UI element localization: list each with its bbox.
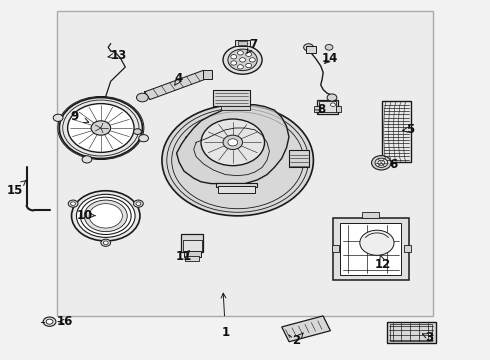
- Circle shape: [72, 191, 140, 241]
- Bar: [185, 256, 199, 261]
- Circle shape: [249, 58, 255, 62]
- Circle shape: [43, 317, 56, 326]
- Circle shape: [201, 119, 265, 166]
- Text: 6: 6: [389, 158, 397, 171]
- Bar: [390, 324, 432, 341]
- Circle shape: [245, 63, 251, 68]
- Bar: [220, 106, 250, 110]
- Circle shape: [68, 200, 78, 207]
- FancyArrowPatch shape: [311, 323, 316, 331]
- Circle shape: [133, 200, 143, 207]
- Circle shape: [134, 129, 142, 134]
- Circle shape: [378, 160, 385, 165]
- Text: 14: 14: [321, 52, 338, 65]
- Bar: [362, 212, 379, 218]
- Circle shape: [231, 61, 237, 65]
- Circle shape: [84, 200, 127, 231]
- Bar: [404, 244, 411, 252]
- Bar: [387, 321, 436, 343]
- FancyArrowPatch shape: [305, 324, 309, 333]
- Bar: [340, 223, 401, 275]
- Bar: [289, 149, 309, 167]
- Bar: [336, 107, 341, 112]
- Text: 16: 16: [57, 315, 74, 328]
- Circle shape: [325, 44, 333, 50]
- Bar: [218, 186, 255, 193]
- Circle shape: [228, 49, 257, 71]
- Circle shape: [231, 55, 237, 59]
- Circle shape: [360, 230, 394, 255]
- Circle shape: [91, 121, 111, 135]
- Bar: [306, 46, 316, 53]
- Text: 4: 4: [175, 72, 183, 85]
- Circle shape: [238, 65, 244, 69]
- Bar: [318, 100, 338, 114]
- Circle shape: [71, 202, 75, 206]
- Text: 5: 5: [403, 123, 414, 136]
- Text: 3: 3: [422, 330, 434, 343]
- Circle shape: [137, 93, 148, 102]
- Bar: [213, 90, 250, 107]
- Bar: [184, 251, 201, 257]
- Circle shape: [375, 158, 388, 167]
- Circle shape: [89, 204, 122, 228]
- Text: 12: 12: [375, 255, 392, 271]
- Bar: [332, 244, 339, 252]
- FancyArrowPatch shape: [286, 329, 290, 338]
- Bar: [282, 316, 330, 342]
- Text: 9: 9: [71, 110, 89, 123]
- FancyArrowPatch shape: [298, 326, 303, 334]
- Bar: [314, 107, 319, 112]
- Circle shape: [82, 156, 92, 163]
- Polygon shape: [176, 105, 289, 184]
- Circle shape: [139, 135, 148, 142]
- Circle shape: [240, 58, 245, 62]
- Text: 8: 8: [316, 103, 325, 116]
- Circle shape: [371, 156, 391, 170]
- Text: 10: 10: [76, 209, 96, 222]
- Text: 11: 11: [175, 250, 192, 263]
- Circle shape: [238, 51, 244, 55]
- Bar: [235, 40, 250, 46]
- FancyBboxPatch shape: [57, 12, 433, 316]
- Circle shape: [53, 114, 63, 121]
- Circle shape: [223, 135, 243, 149]
- FancyArrowPatch shape: [292, 328, 296, 336]
- Text: 1: 1: [221, 293, 229, 338]
- Circle shape: [228, 139, 238, 146]
- Circle shape: [245, 52, 251, 57]
- Bar: [183, 240, 202, 251]
- Circle shape: [331, 103, 335, 107]
- Circle shape: [68, 104, 134, 152]
- Circle shape: [46, 319, 53, 324]
- Bar: [216, 183, 257, 187]
- Text: 15: 15: [6, 181, 26, 197]
- Bar: [333, 218, 409, 280]
- Circle shape: [101, 239, 111, 246]
- Circle shape: [76, 194, 135, 237]
- Circle shape: [162, 105, 314, 216]
- FancyArrowPatch shape: [318, 321, 322, 329]
- Text: 7: 7: [246, 38, 257, 54]
- Circle shape: [304, 44, 314, 51]
- Circle shape: [320, 108, 325, 112]
- Text: 13: 13: [108, 49, 127, 62]
- Bar: [319, 102, 336, 112]
- Circle shape: [103, 241, 108, 244]
- Bar: [382, 101, 411, 162]
- Text: 2: 2: [292, 333, 303, 347]
- Circle shape: [223, 45, 262, 74]
- Circle shape: [327, 94, 337, 101]
- Bar: [181, 234, 203, 252]
- Polygon shape: [145, 70, 209, 100]
- Circle shape: [59, 98, 143, 158]
- Bar: [238, 41, 247, 45]
- Circle shape: [136, 202, 141, 206]
- Bar: [203, 70, 212, 78]
